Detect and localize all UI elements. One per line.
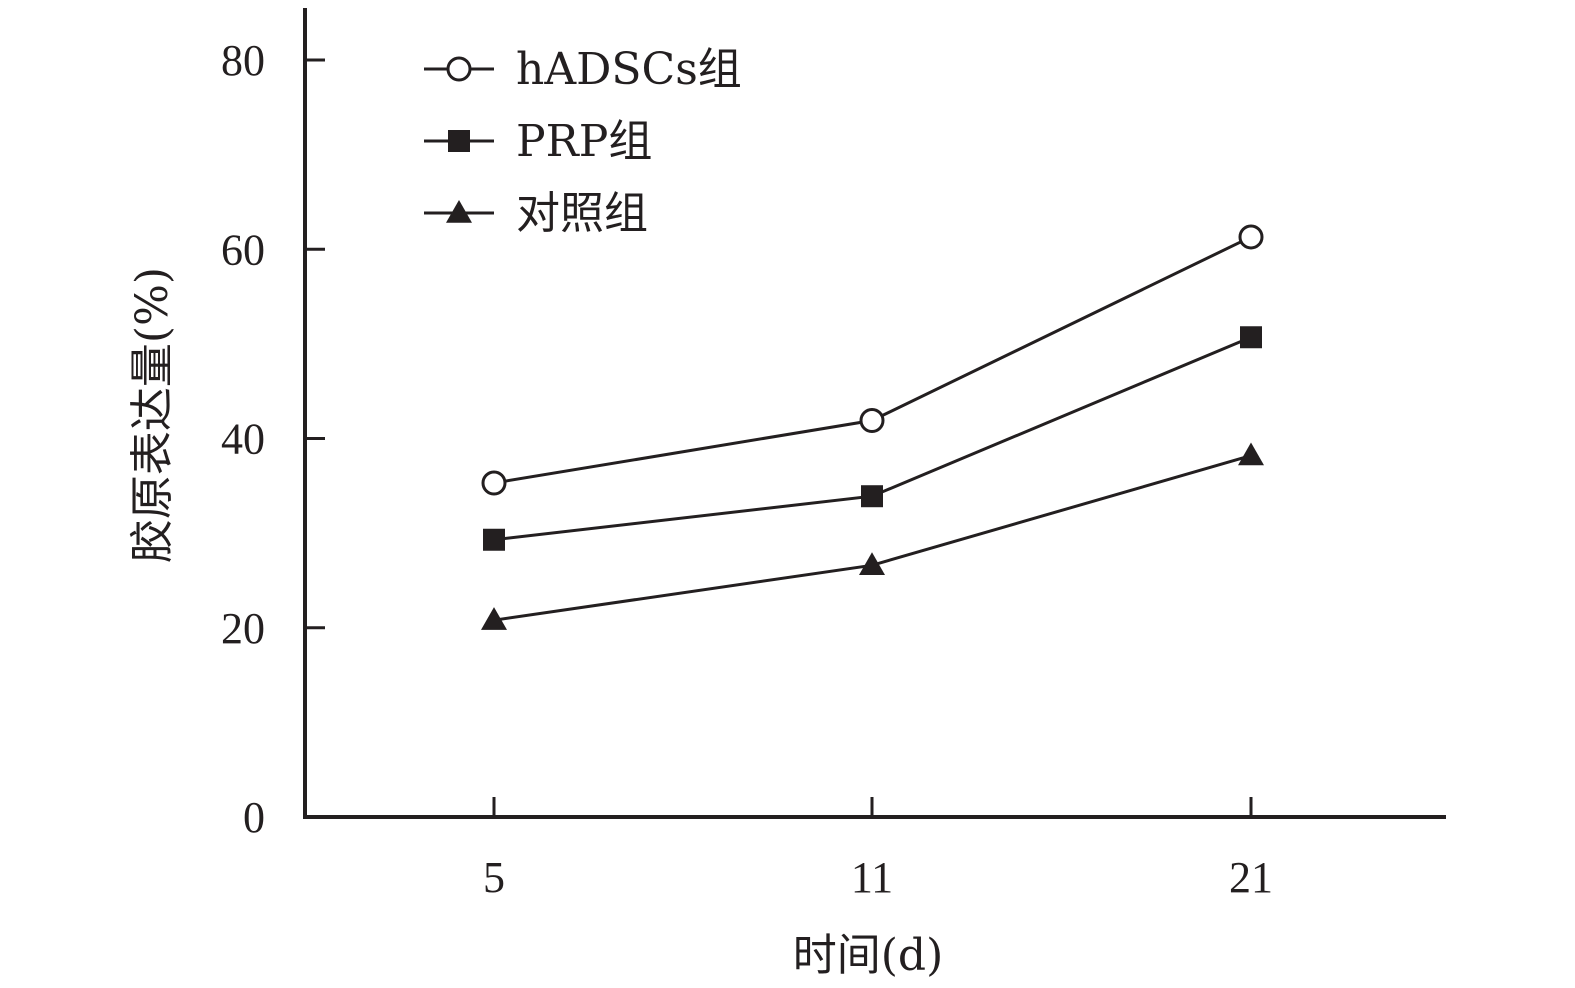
legend-marker [446,56,472,82]
data-point [861,485,883,508]
y-tick-label: 80 [221,36,265,85]
y-tick-label: 0 [243,793,265,842]
legend-item: PRP组 [424,116,652,167]
legend-item: 对照组 [424,188,648,239]
series-2 [483,326,1262,551]
series-line [493,454,1252,622]
y-tick-label: 60 [221,225,265,274]
data-point [1238,224,1264,250]
data-point [481,470,507,496]
data-point [859,552,885,576]
y-axis-title: 胶原表达量(%) [127,267,178,563]
x-ticks: 5 11 21 [483,797,1273,902]
data-point [483,528,505,551]
y-tick-label: 40 [221,415,265,464]
series-line [493,335,1252,542]
x-tick-label: 5 [483,853,505,902]
data-point [1238,442,1264,466]
x-tick-label: 21 [1229,853,1273,902]
y-ticks: 0 20 40 60 80 [221,36,325,842]
data-point [481,607,507,630]
legend-marker [448,130,470,152]
y-tick-label: 20 [221,604,265,653]
series-1 [481,224,1264,496]
legend-label: hADSCs组 [516,44,742,95]
legend-label: PRP组 [516,116,652,167]
x-axis-title: 时间(d) [793,930,944,981]
legend-label: 对照组 [516,188,648,239]
series-3 [481,442,1264,630]
legend-marker [446,200,472,223]
legend-item: hADSCs组 [424,44,742,95]
series-line [493,235,1252,485]
x-tick-label: 11 [851,853,893,902]
data-point [859,408,885,434]
series-layer [481,224,1264,630]
data-point [1240,326,1262,349]
